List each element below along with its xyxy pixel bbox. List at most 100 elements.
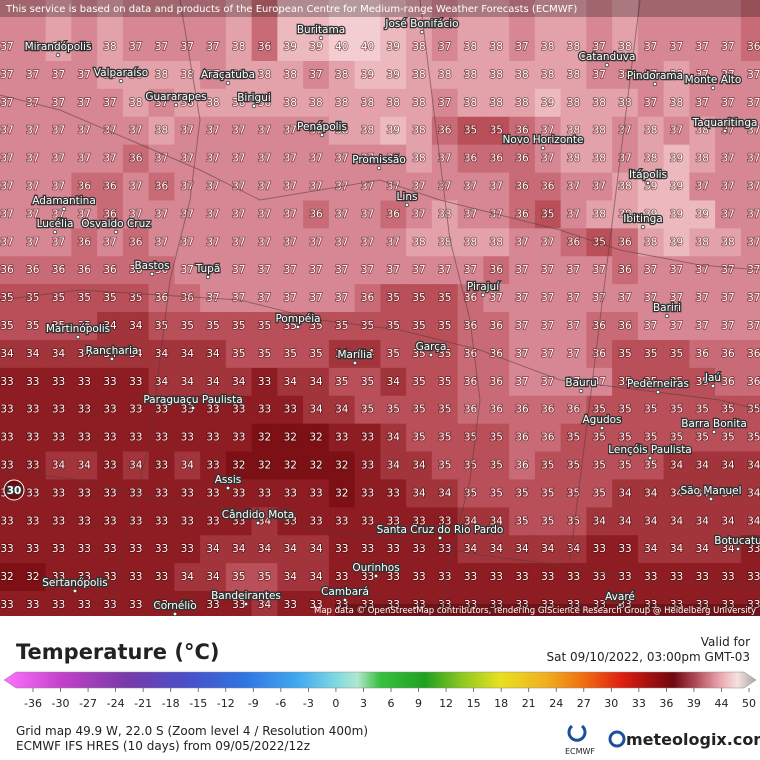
temperature-cell bbox=[277, 284, 304, 313]
temperature-value: 38 bbox=[696, 153, 709, 165]
city-label: Mirandópolis bbox=[25, 41, 92, 53]
temperature-cell bbox=[122, 144, 150, 174]
temperature-cell bbox=[45, 591, 72, 616]
temperature-value: 33 bbox=[618, 599, 631, 611]
temperature-cell bbox=[97, 144, 124, 174]
temperature-value: 35 bbox=[438, 292, 451, 304]
temperature-cell bbox=[586, 423, 613, 453]
temperature-cell bbox=[380, 507, 407, 536]
temperature-value: 33 bbox=[387, 515, 400, 527]
temperature-value: 34 bbox=[181, 376, 195, 388]
temperature-cell bbox=[431, 591, 459, 616]
temperature-value: 35 bbox=[309, 348, 322, 360]
temperature-value: 37 bbox=[696, 181, 709, 193]
temperature-cell bbox=[431, 60, 459, 90]
temperature-cell bbox=[740, 339, 760, 369]
temperature-cell bbox=[637, 535, 665, 564]
temperature-cell bbox=[740, 312, 760, 341]
temperature-cell bbox=[251, 228, 278, 257]
colorbar-tick-label: 27 bbox=[577, 697, 591, 710]
temperature-value: 36 bbox=[721, 348, 735, 360]
temperature-cell bbox=[122, 200, 150, 229]
temperature-value: 33 bbox=[26, 599, 39, 611]
temperature-cell bbox=[45, 451, 72, 481]
city-dot bbox=[319, 132, 325, 138]
temperature-cell bbox=[174, 88, 201, 118]
temperature-value: 35 bbox=[26, 320, 39, 332]
temperature-cell bbox=[534, 144, 562, 174]
temperature-value: 37 bbox=[412, 208, 425, 220]
temperature-value: 33 bbox=[181, 543, 194, 555]
temperature-cell bbox=[740, 88, 760, 118]
temperature-cell bbox=[380, 172, 407, 202]
temperature-value: 37 bbox=[670, 264, 683, 276]
temperature-value: 37 bbox=[747, 208, 760, 220]
temperature-cell bbox=[200, 563, 227, 592]
temperature-cell bbox=[689, 312, 716, 341]
temperature-cell bbox=[0, 60, 21, 90]
temperature-value: 38 bbox=[387, 97, 400, 109]
temperature-value: 38 bbox=[567, 41, 580, 53]
temperature-cell bbox=[122, 172, 150, 202]
temperature-value: 38 bbox=[541, 41, 554, 53]
temperature-value: 38 bbox=[721, 236, 734, 248]
temperature-cell bbox=[174, 312, 201, 341]
city-label: Assis bbox=[215, 474, 242, 486]
city-label: Martinópolis bbox=[46, 323, 110, 335]
temperature-cell bbox=[0, 172, 21, 202]
ecmwf-icon bbox=[567, 724, 587, 742]
temperature-cell bbox=[689, 200, 716, 229]
temperature-cell bbox=[174, 423, 201, 453]
colorbar-ticks: -36 -30 -27 -24 -21 -18 -15 -12 -9 -6 -3 0 3 6 9 12 15 18… bbox=[24, 688, 756, 710]
temperature-value: 34 bbox=[103, 320, 117, 332]
valid-label: Valid for bbox=[701, 635, 750, 649]
temperature-cell bbox=[586, 591, 613, 616]
temperature-value: 37 bbox=[670, 41, 683, 53]
temperature-cell bbox=[148, 312, 175, 341]
temperature-value: 32 bbox=[309, 432, 322, 444]
colorbar-tick-label: 0 bbox=[332, 697, 339, 710]
temperature-cell bbox=[277, 228, 304, 257]
temperature-cell bbox=[122, 563, 150, 592]
temperature-value: 32 bbox=[258, 432, 271, 444]
temperature-value: 37 bbox=[26, 208, 39, 220]
temperature-cell bbox=[122, 395, 150, 425]
temperature-value: 33 bbox=[103, 571, 116, 583]
temperature-cell bbox=[148, 172, 175, 202]
temperature-value: 35 bbox=[541, 208, 554, 220]
temperature-cell bbox=[174, 200, 201, 229]
temperature-value: 33 bbox=[129, 404, 142, 416]
temperature-value: 37 bbox=[721, 69, 734, 81]
temperature-cell bbox=[689, 451, 716, 481]
temperature-cell bbox=[406, 312, 433, 341]
temperature-cell bbox=[457, 228, 484, 257]
city-dot bbox=[342, 597, 348, 603]
temperature-cell bbox=[45, 60, 72, 90]
temperature-cell bbox=[354, 535, 381, 564]
temperature-value: 33 bbox=[103, 404, 116, 416]
temperature-value: 37 bbox=[618, 69, 631, 81]
temperature-value: 35 bbox=[309, 320, 322, 332]
temperature-value: 36 bbox=[618, 320, 632, 332]
temperature-value: 34 bbox=[284, 376, 298, 388]
temperature-cell bbox=[715, 144, 742, 174]
temperature-value: 37 bbox=[747, 153, 760, 165]
temperature-value: 36 bbox=[438, 125, 452, 137]
temperature-value: 33 bbox=[206, 599, 219, 611]
colorbar-tick-label: 39 bbox=[687, 697, 701, 710]
temperature-value: 34 bbox=[747, 515, 760, 527]
temperature-value: 35 bbox=[438, 432, 451, 444]
temperature-value: 35 bbox=[644, 432, 657, 444]
temperature-cell bbox=[148, 367, 175, 397]
temperature-value: 38 bbox=[567, 69, 580, 81]
temperature-value: 33 bbox=[52, 571, 65, 583]
city-dot bbox=[225, 80, 231, 86]
temperature-cell bbox=[483, 451, 510, 481]
temperature-cell bbox=[0, 116, 21, 146]
temperature-cell bbox=[354, 423, 381, 453]
temperature-value: 38 bbox=[618, 181, 631, 193]
city-dot bbox=[708, 496, 714, 502]
temperature-value: 37 bbox=[0, 181, 13, 193]
colorbar-tick-label: 12 bbox=[439, 697, 453, 710]
temperature-cell bbox=[406, 200, 433, 229]
